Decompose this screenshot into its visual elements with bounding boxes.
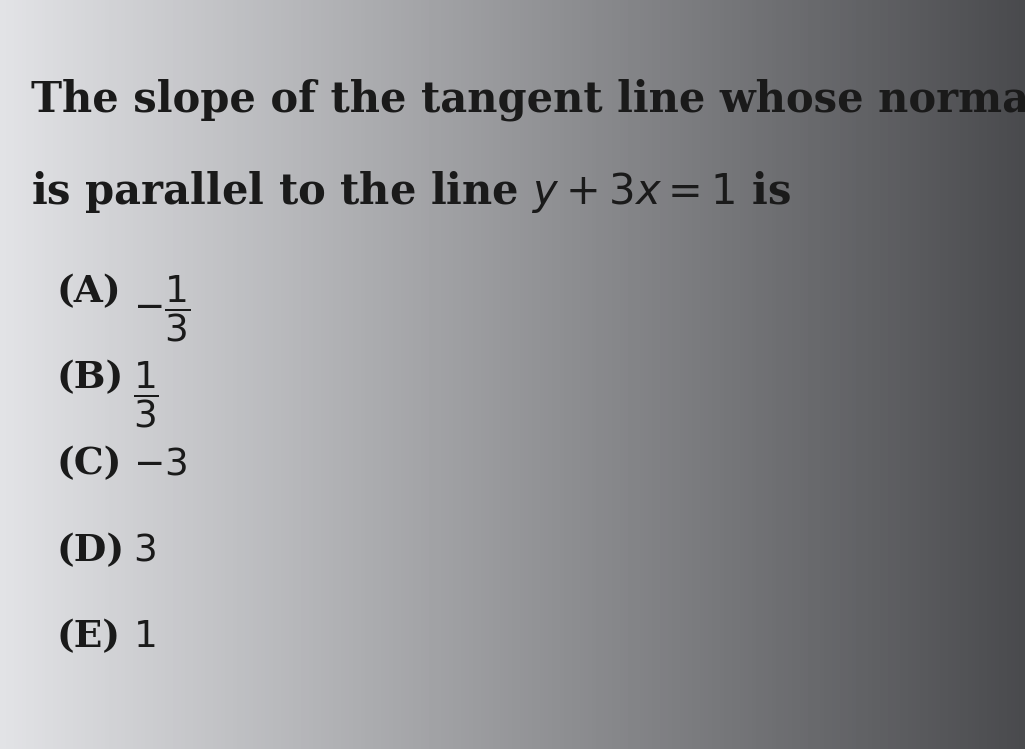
Text: (D): (D) [56,532,125,568]
Text: $-3$: $-3$ [133,446,188,482]
Text: (C): (C) [56,446,122,482]
Text: is parallel to the line $y + 3x = 1$ is: is parallel to the line $y + 3x = 1$ is [31,169,791,214]
Text: (A): (A) [56,273,121,310]
Text: $\dfrac{1}{3}$: $\dfrac{1}{3}$ [133,360,159,430]
Text: (E): (E) [56,618,121,655]
Text: $1$: $1$ [133,618,156,655]
Text: The slope of the tangent line whose normal line: The slope of the tangent line whose norm… [31,79,1025,121]
Text: $3$: $3$ [133,532,156,568]
Text: (B): (B) [56,360,124,396]
Text: $-\dfrac{1}{3}$: $-\dfrac{1}{3}$ [133,273,191,344]
